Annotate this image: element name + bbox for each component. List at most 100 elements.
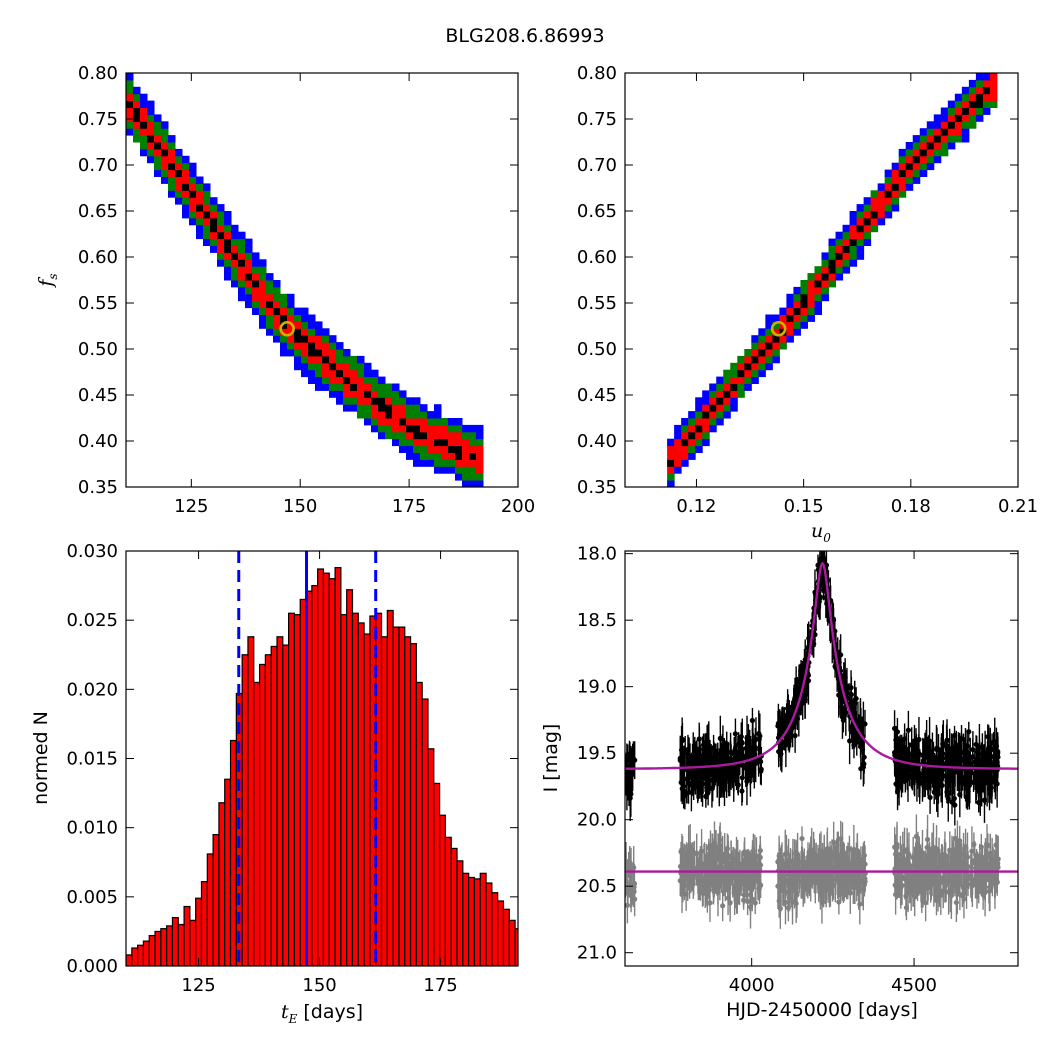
density-cell: [877, 183, 886, 191]
data-point: [957, 838, 963, 844]
density-cell: [961, 93, 970, 102]
data-point: [718, 872, 724, 878]
data-point: [902, 876, 908, 882]
density-cell: [919, 128, 928, 136]
density-cell: [434, 459, 442, 467]
data-point: [858, 719, 864, 726]
density-cell: [469, 459, 477, 467]
data-point: [689, 754, 696, 761]
density-cell: [238, 259, 246, 267]
density-cell: [961, 86, 970, 95]
data-point: [916, 876, 922, 882]
data-point: [972, 759, 978, 765]
data-point: [733, 883, 739, 889]
density-cell: [231, 252, 239, 260]
density-cell: [217, 211, 225, 219]
data-point: [749, 717, 756, 724]
density-cell: [294, 328, 302, 336]
data-point: [980, 892, 986, 898]
x-tick-label: 0.21: [998, 496, 1038, 517]
density-cell: [294, 355, 302, 364]
data-point: [684, 776, 690, 782]
density-cell: [786, 335, 794, 343]
figure-title: BLG208.6.86993: [445, 25, 604, 47]
density-cell: [231, 245, 239, 253]
density-cell: [175, 155, 183, 164]
density-cell: [287, 314, 295, 322]
density-cell: [448, 418, 456, 426]
density-cell: [786, 314, 794, 322]
density-cell: [245, 300, 253, 309]
density-cell: [154, 128, 162, 136]
data-point: [947, 863, 954, 869]
data-point: [951, 732, 958, 739]
data-point: [783, 742, 789, 748]
plot-area: [625, 551, 1018, 929]
density-cell: [751, 349, 759, 357]
histogram-bar: [126, 954, 133, 966]
density-cell: [238, 252, 246, 260]
density-cell: [674, 424, 682, 433]
y-tick-label: 0.015: [66, 749, 118, 770]
density-cell: [413, 438, 421, 447]
density-cell: [238, 286, 246, 295]
data-point: [683, 891, 689, 897]
density-cell: [147, 135, 155, 143]
density-cell: [772, 335, 780, 343]
density-cell: [140, 148, 148, 157]
density-cell: [891, 190, 900, 198]
density-cell: [765, 314, 773, 322]
histogram-bar: [340, 614, 348, 966]
density-cell: [147, 100, 155, 108]
data-point: [739, 775, 745, 781]
density-cell: [196, 217, 204, 226]
data-point: [970, 779, 977, 786]
density-cell: [224, 211, 232, 219]
data-point: [916, 856, 922, 862]
density-cell: [912, 135, 921, 143]
density-cell: [364, 362, 372, 371]
density-cell: [385, 431, 393, 440]
data-point: [852, 865, 858, 871]
density-cell: [301, 314, 309, 322]
density-cell: [462, 438, 470, 447]
density-cell: [133, 135, 141, 143]
density-cell: [315, 362, 323, 371]
data-point: [823, 875, 830, 881]
density-cell: [196, 224, 204, 233]
density-cell: [392, 411, 400, 419]
density-cell: [378, 404, 386, 412]
density-cell: [772, 314, 780, 322]
density-cell: [322, 383, 330, 391]
histogram-bar: [235, 692, 243, 966]
data-point: [946, 757, 952, 763]
density-cell: [849, 238, 858, 246]
density-cell: [385, 397, 393, 405]
density-cell: [800, 314, 808, 322]
data-point: [942, 773, 949, 779]
data-point: [924, 836, 931, 843]
density-cell: [989, 73, 998, 81]
density-cell: [350, 369, 358, 378]
density-cell: [315, 383, 323, 391]
density-cell: [462, 473, 470, 481]
density-cell: [343, 397, 351, 405]
density-cell: [273, 321, 281, 329]
density-cell: [308, 328, 316, 336]
density-cell: [224, 231, 232, 240]
data-point: [706, 771, 712, 777]
density-cell: [807, 307, 815, 315]
data-point: [963, 883, 970, 889]
density-cell: [667, 480, 675, 487]
x-tick-label: 125: [174, 496, 208, 517]
density-cell: [245, 280, 253, 288]
density-cell: [343, 369, 351, 378]
density-cell: [828, 245, 837, 253]
density-cell: [849, 231, 858, 240]
histogram-bar: [485, 882, 493, 966]
density-cell: [765, 321, 773, 329]
density-cell: [891, 197, 900, 205]
density-cell: [203, 217, 211, 226]
density-cell: [287, 328, 295, 336]
